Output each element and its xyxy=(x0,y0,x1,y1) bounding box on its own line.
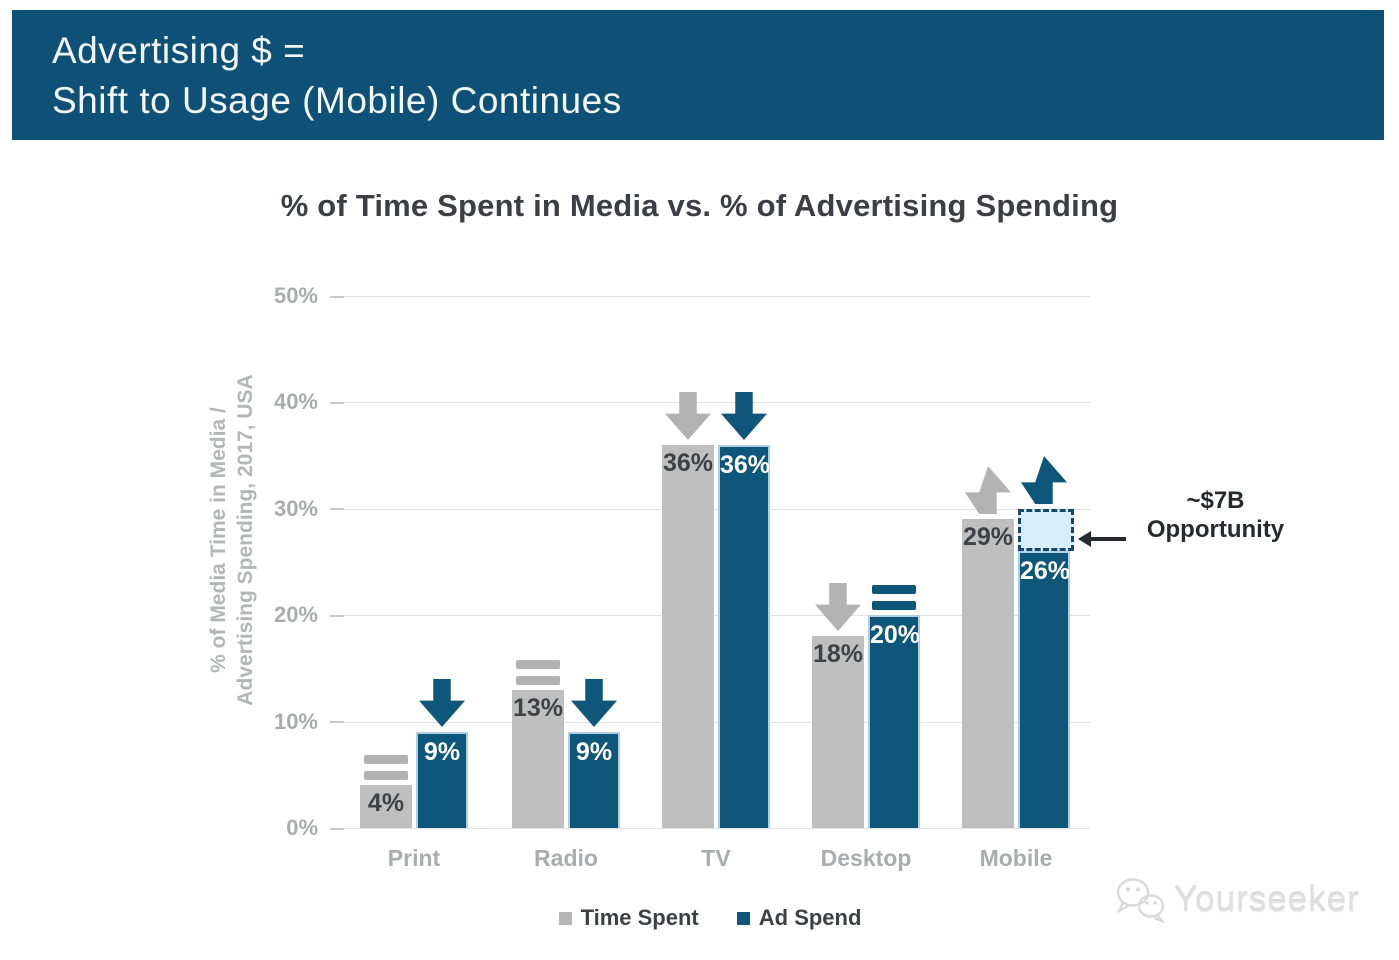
trend-down-icon xyxy=(571,679,617,727)
watermark-text: Yourseeker xyxy=(1174,880,1360,919)
y-axis-title-line1: % of Media Time in Media / xyxy=(207,407,230,673)
legend-item-ad-spend: Ad Spend xyxy=(736,905,862,931)
bar-value-time-spent-radio: 13% xyxy=(512,694,564,722)
y-tick-label-10: 10% xyxy=(273,708,318,734)
wechat-logo-icon xyxy=(1116,878,1166,924)
bar-time-spent-tv: 36% xyxy=(662,445,714,828)
legend-swatch-time-spent-icon xyxy=(558,911,572,925)
trend-flat-icon xyxy=(364,755,408,780)
bar-value-time-spent-desktop: 18% xyxy=(812,640,864,668)
y-tick-label-40: 40% xyxy=(273,389,318,415)
banner-title-line1: Advertising $ = xyxy=(52,30,306,71)
trend-up-icon xyxy=(1021,456,1067,504)
bar-time-spent-print: 4% xyxy=(360,785,412,828)
annotation-left-arrow-icon xyxy=(1078,531,1126,547)
bar-ad-spend-tv: 36% xyxy=(718,445,770,828)
x-category-label-desktop: Desktop xyxy=(820,845,912,871)
gridline-50 xyxy=(330,296,1090,297)
trend-flat-icon xyxy=(872,585,916,610)
annotation-value: ~$7B xyxy=(1186,487,1245,514)
bar-value-ad-spend-desktop: 20% xyxy=(870,621,921,649)
trend-up-icon xyxy=(965,466,1011,514)
bar-value-time-spent-print: 4% xyxy=(367,789,405,817)
trend-down-icon xyxy=(419,679,465,727)
watermark: Yourseeker xyxy=(1112,876,1360,924)
axis-tick-40 xyxy=(330,401,344,404)
axis-tick-20 xyxy=(330,614,344,617)
bar-value-time-spent-mobile: 29% xyxy=(962,523,1014,551)
bar-value-ad-spend-mobile: 26% xyxy=(1020,557,1071,585)
legend-label-time-spent: Time Spent xyxy=(580,905,699,930)
bar-ad-spend-desktop: 20% xyxy=(868,615,920,828)
bar-value-ad-spend-radio: 9% xyxy=(575,738,613,766)
bar-time-spent-radio: 13% xyxy=(512,690,564,828)
legend-swatch-ad-spend-icon xyxy=(736,911,750,925)
opportunity-dashed-box xyxy=(1018,509,1074,551)
axis-tick-50 xyxy=(330,295,344,298)
bar-ad-spend-radio: 9% xyxy=(568,732,620,828)
gridline-0 xyxy=(330,828,1090,829)
trend-down-icon xyxy=(815,583,861,631)
banner-title-line2: Shift to Usage (Mobile) Continues xyxy=(52,80,622,121)
y-tick-label-50: 50% xyxy=(273,283,318,308)
axis-tick-30 xyxy=(330,508,344,511)
bar-value-ad-spend-print: 9% xyxy=(423,738,461,766)
x-category-label-mobile: Mobile xyxy=(979,845,1053,871)
y-tick-label-20: 20% xyxy=(273,602,318,628)
bar-ad-spend-print: 9% xyxy=(416,732,468,828)
axis-tick-0 xyxy=(330,827,344,830)
x-category-label-print: Print xyxy=(387,845,441,871)
bar-time-spent-desktop: 18% xyxy=(812,636,864,828)
plot-area: 0% 10% 20% 30% 40% 50% 4% 9% Print 13% 9% Radio 36% 3… xyxy=(240,283,1100,916)
bar-time-spent-mobile: 29% xyxy=(962,519,1014,828)
chart-title: % of Time Spent in Media vs. % of Advert… xyxy=(280,188,1119,223)
trend-flat-icon xyxy=(516,660,560,685)
header-banner: Advertising $ = Shift to Usage (Mobile) … xyxy=(12,10,1384,140)
x-category-label-tv: TV xyxy=(701,845,731,871)
annotation-label: Opportunity xyxy=(1146,516,1285,543)
y-tick-label-30: 30% xyxy=(273,495,318,521)
bar-value-ad-spend-tv: 36% xyxy=(720,451,771,479)
legend-item-time-spent: Time Spent xyxy=(558,905,699,931)
trend-down-icon xyxy=(721,392,767,440)
axis-tick-10 xyxy=(330,721,344,724)
y-tick-label-0: 0% xyxy=(286,815,318,840)
bar-value-time-spent-tv: 36% xyxy=(662,449,714,477)
bar-ad-spend-mobile: 26% xyxy=(1018,551,1070,828)
legend-label-ad-spend: Ad Spend xyxy=(758,905,862,930)
x-category-label-radio: Radio xyxy=(534,845,598,871)
trend-down-icon xyxy=(665,392,711,440)
gridline-40 xyxy=(330,402,1090,404)
legend: Time Spent Ad Spend xyxy=(330,905,1090,931)
